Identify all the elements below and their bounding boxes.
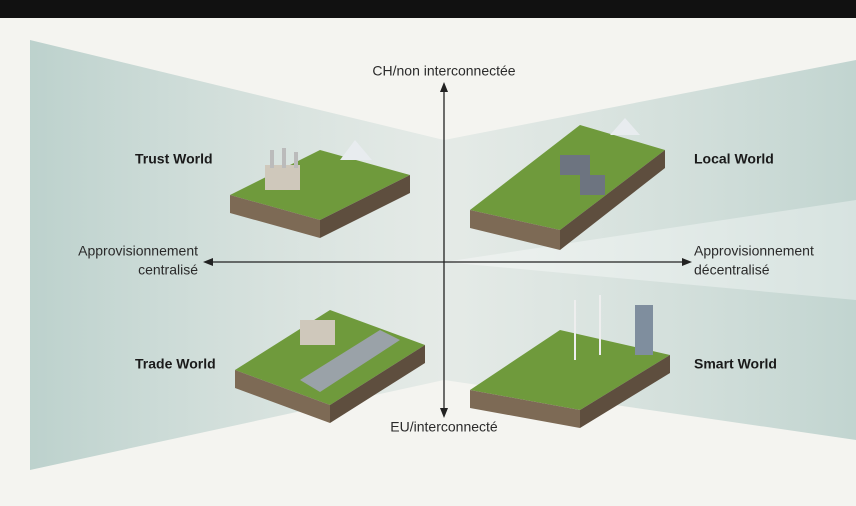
axis-right-label: Approvisionnement [694,243,814,259]
axis-right-label: décentralisé [694,262,770,278]
axis-left-label: centralisé [138,262,198,278]
axis-top-label: CH/non interconnectée [372,63,515,79]
quadrant-label: Trust World [135,151,213,167]
axis-bottom-label: EU/interconnecté [390,419,498,435]
axis-left-label: Approvisionnement [78,243,198,259]
quadrant-label: Local World [694,151,774,167]
diagram: CH/non interconnectée EU/interconnecté A… [0,0,856,506]
quadrant-label: Smart World [694,356,777,372]
quadrant-label: Trade World [135,356,216,372]
page: {"axes": {"top": "CH/non interconnectée"… [0,0,856,506]
top-bar [0,0,856,18]
